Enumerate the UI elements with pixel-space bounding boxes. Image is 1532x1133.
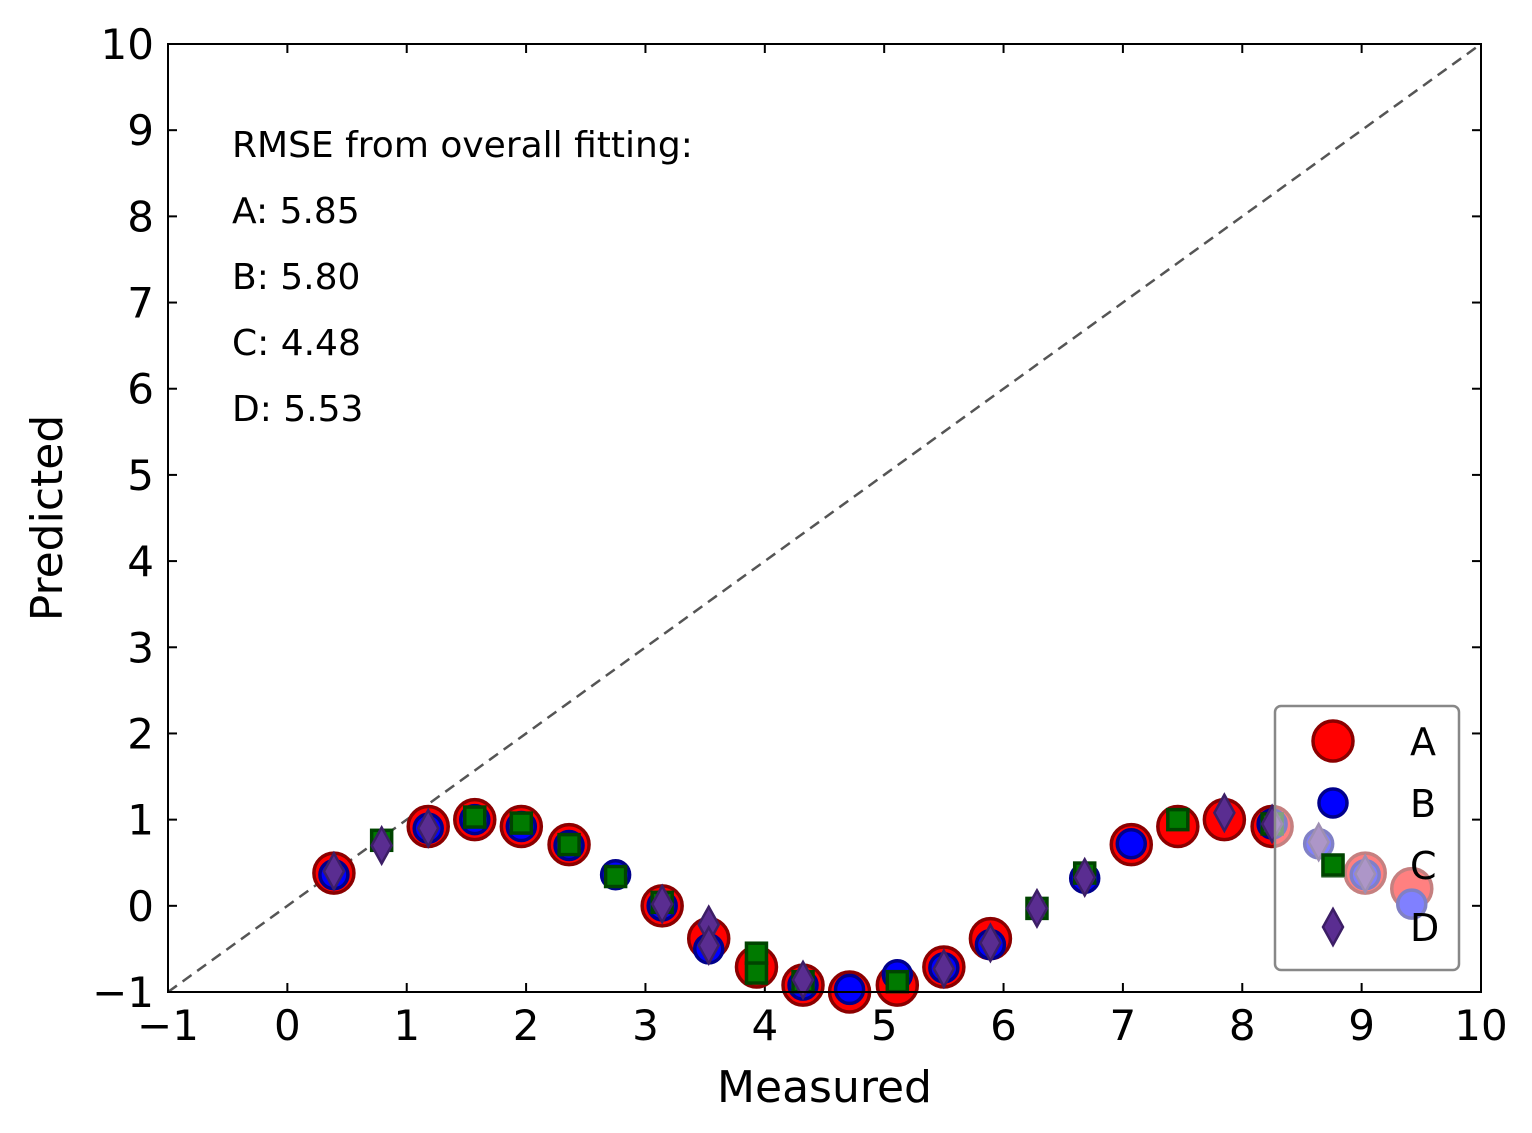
series-d-point <box>650 883 674 925</box>
y-tick-label: 10 <box>101 20 154 69</box>
y-axis-label: Predicted <box>22 415 73 622</box>
legend-marker-a <box>1311 719 1355 763</box>
x-tick-label: 10 <box>1454 1001 1507 1050</box>
series-d-point <box>978 922 1002 964</box>
legend-label-b: B <box>1410 782 1436 826</box>
series-d-point <box>416 807 440 849</box>
x-axis-label: Measured <box>717 1062 932 1113</box>
annotation-line: D: 5.53 <box>232 389 363 430</box>
legend-marker-d <box>1321 906 1345 948</box>
series-d-point <box>932 948 956 990</box>
series-d-point <box>697 924 721 967</box>
annotation-line: B: 5.80 <box>232 257 360 298</box>
annotation-title: RMSE from overall fitting: <box>232 125 693 166</box>
series-d-point <box>370 824 394 867</box>
x-tick-label: 2 <box>513 1001 540 1050</box>
x-tick-label: 7 <box>1110 1001 1137 1050</box>
y-tick-label: 1 <box>127 796 154 845</box>
series-b-point <box>833 973 866 1006</box>
legend-marker-b <box>1317 787 1349 819</box>
y-tick-label: 9 <box>127 106 154 155</box>
y-tick-label: 2 <box>127 709 154 758</box>
annotation-line: C: 4.48 <box>232 323 361 364</box>
legend-marker-c <box>1321 853 1345 877</box>
series-c-point <box>557 832 581 857</box>
x-tick-label: 1 <box>393 1001 420 1050</box>
series-d-point <box>1212 792 1236 834</box>
x-tick-label: 9 <box>1348 1001 1375 1050</box>
y-tick-label: 0 <box>127 882 154 931</box>
legend-label-c: C <box>1410 844 1437 888</box>
x-tick-label: 3 <box>632 1001 659 1050</box>
series-d-point <box>1073 856 1097 898</box>
x-tick-label: 5 <box>871 1001 898 1050</box>
series-c-point <box>885 969 910 994</box>
x-tick-label: 4 <box>751 1001 778 1050</box>
series-d-point <box>791 959 815 1001</box>
y-tick-label: −1 <box>92 968 154 1017</box>
x-tick-label: 6 <box>990 1001 1017 1050</box>
series-c-point <box>509 811 534 835</box>
y-tick-label: 5 <box>127 451 154 500</box>
legend-label-d: D <box>1410 906 1439 950</box>
series-c-point <box>1166 807 1190 832</box>
series-c-point <box>744 961 769 985</box>
y-tick-label: 3 <box>127 623 154 672</box>
plot-frame <box>167 43 1482 993</box>
tick-labels: −1 0 1 2 3 4 5 6 7 8 9 10 −1 0 1 2 3 4 5 6 7 8 9 10 <box>92 20 1508 1050</box>
x-tick-label: 0 <box>274 1001 301 1050</box>
series-c-point <box>463 805 487 829</box>
y-tick-label: 4 <box>127 537 154 586</box>
legend-label-a: A <box>1410 720 1436 764</box>
x-tick-label: −1 <box>137 1001 199 1050</box>
legend-frame <box>1273 704 1461 972</box>
x-tick-label: 8 <box>1229 1001 1256 1050</box>
annotation-block: RMSE from overall fitting: A: 5.85 B: 5.80… <box>232 125 693 430</box>
y-tick-label: 6 <box>127 365 154 414</box>
series-d-point <box>322 850 346 892</box>
series-b-point <box>1115 828 1148 860</box>
series-c-point <box>744 941 769 965</box>
annotation-line: A: 5.85 <box>232 191 360 232</box>
y-tick-label: 8 <box>127 192 154 241</box>
y-tick-label: 7 <box>127 279 154 328</box>
series-c-point <box>603 864 628 889</box>
series-d-point <box>1025 887 1049 929</box>
